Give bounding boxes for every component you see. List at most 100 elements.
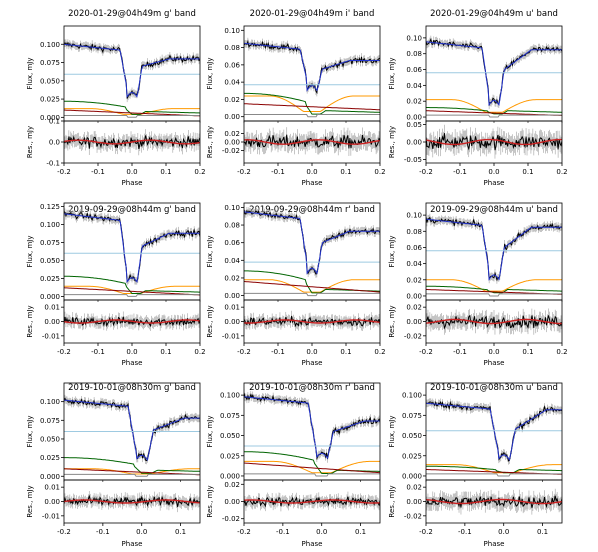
flux-ytick-label: 0.04	[406, 260, 422, 268]
xtick-label: 0.0	[488, 168, 499, 176]
flux-ytick-label: 0.025	[40, 454, 60, 462]
residual-ytick-label: 0.01	[44, 484, 60, 492]
flux-ytick-label: 0.025	[402, 452, 422, 460]
flux-model-line	[244, 211, 380, 275]
residual-model-line	[244, 139, 380, 145]
residual-ytick-label: 0.01	[224, 304, 240, 312]
residual-plot-area	[64, 490, 200, 513]
panel-title: 2020-01-29@04h49m i' band	[250, 9, 375, 19]
xlabel: Phase	[484, 540, 505, 548]
flux-ylabel: Flux, mJy	[206, 235, 214, 267]
flux-ytick-label: 0.02	[406, 98, 422, 106]
accretion-component	[64, 108, 200, 115]
panel-5: 2019-09-29@08h44m r' band 0.00 0.02 0.04 0.0…	[206, 202, 386, 367]
xtick-label: 0.1	[160, 348, 171, 356]
donor-component	[244, 270, 380, 294]
white-dwarf-component	[244, 292, 380, 297]
flux-ytick-label: 0.02	[406, 276, 422, 284]
flux-axes-frame	[243, 202, 381, 301]
xtick-label: -0.2	[57, 528, 71, 536]
disc-component	[64, 468, 200, 476]
disc-component	[244, 103, 380, 111]
flux-ytick-label: 0.100	[402, 392, 422, 400]
residual-data-line	[64, 316, 200, 328]
xlabel: Phase	[302, 179, 323, 187]
flux-ytick-label: 0.075	[40, 417, 60, 425]
disc-component	[64, 109, 200, 117]
xtick-label: 0.1	[340, 168, 351, 176]
residual-plot-area	[426, 488, 562, 515]
flux-ylabel: Flux, mJy	[388, 57, 396, 89]
flux-data-line	[426, 37, 562, 106]
residual-ytick-label: 0.00	[406, 498, 422, 506]
residual-ytick-label: -0.05	[404, 156, 422, 164]
white-dwarf-component	[426, 293, 562, 297]
accretion-component	[426, 464, 562, 474]
xtick-label: -0.1	[96, 528, 110, 536]
flux-ytick-label: 0.10	[224, 27, 240, 35]
xtick-label: 0.2	[556, 348, 567, 356]
residual-model-line	[244, 499, 380, 504]
flux-ytick-label: 0.025	[40, 275, 60, 283]
residual-model-line	[426, 138, 562, 146]
residual-data-line	[426, 314, 562, 330]
residual-ylabel: Res., mJy	[26, 305, 34, 337]
flux-model-line	[426, 402, 562, 462]
residual-ylabel: Res., mJy	[388, 485, 396, 517]
panel-title: 2019-10-01@08h30m r' band	[249, 383, 375, 393]
accretion-component	[244, 95, 380, 112]
panel-title: 2019-09-29@08h44m r' band	[249, 205, 375, 215]
flux-ytick-label: 0.06	[406, 66, 422, 74]
donor-component	[426, 107, 562, 115]
residual-ytick-label: -0.02	[222, 147, 240, 155]
xtick-label: -0.1	[458, 528, 472, 536]
flux-plot-area	[244, 388, 380, 477]
xtick-label: 0.1	[522, 168, 533, 176]
flux-ylabel: Flux, mJy	[26, 235, 34, 267]
residual-model-line	[426, 498, 562, 505]
xlabel: Phase	[484, 179, 505, 187]
flux-plot-area	[426, 35, 562, 118]
flux-ytick-label: 0.00	[224, 292, 240, 300]
residual-ytick-label: 0.01	[44, 304, 60, 312]
white-dwarf-component	[64, 115, 200, 118]
panel-title: 2019-10-01@08h30m g' band	[68, 383, 196, 393]
flux-ytick-label: 0.100	[40, 221, 60, 229]
flux-ytick-label: 0.10	[224, 204, 240, 212]
flux-data-line	[426, 216, 562, 282]
flux-ytick-label: 0.000	[402, 472, 422, 480]
residual-ylabel: Res., mJy	[206, 126, 214, 158]
panel-title: 2020-01-29@04h49m u' band	[430, 9, 558, 19]
residual-ytick-label: -0.02	[404, 512, 422, 520]
residual-model-line	[64, 499, 200, 504]
xtick-label: -0.2	[237, 528, 251, 536]
residual-model-line	[64, 319, 200, 324]
flux-axes-frame	[63, 25, 201, 122]
flux-ytick-label: 0.06	[224, 61, 240, 69]
panel-6: 2019-09-29@08h44m u' band 0.00 0.02 0.04 0.0…	[388, 202, 568, 367]
xtick-label: 0.1	[175, 528, 186, 536]
flux-axes-frame	[425, 25, 563, 122]
disc-component	[64, 287, 200, 296]
xtick-label: -0.2	[419, 528, 433, 536]
xtick-label: 0.0	[306, 348, 317, 356]
donor-component	[426, 465, 562, 474]
residual-ylabel: Res., mJy	[26, 485, 34, 517]
flux-ytick-label: 0.04	[224, 257, 240, 265]
residual-data-line	[244, 496, 380, 508]
residual-model-line	[244, 319, 380, 324]
xlabel: Phase	[122, 540, 143, 548]
flux-plot-area	[426, 213, 562, 297]
xtick-label: 0.2	[194, 168, 205, 176]
flux-ytick-label: 0.06	[224, 239, 240, 247]
disc-component	[244, 462, 380, 474]
residual-ytick-label: 0.02	[224, 130, 240, 138]
flux-plot-area	[244, 37, 380, 118]
flux-ytick-label: 0.050	[220, 432, 240, 440]
residual-ylabel: Res., mJy	[388, 305, 396, 337]
flux-ylabel: Flux, mJy	[206, 415, 214, 447]
residual-ytick-label: 0.05	[406, 121, 422, 129]
xtick-label: -0.2	[419, 348, 433, 356]
white-dwarf-component	[426, 473, 562, 477]
flux-ytick-label: 0.050	[40, 257, 60, 265]
